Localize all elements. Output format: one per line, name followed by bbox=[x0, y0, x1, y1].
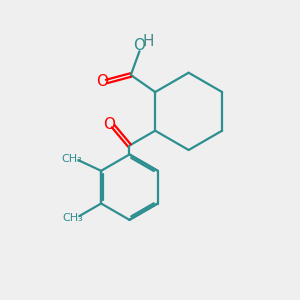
Text: O: O bbox=[134, 38, 146, 53]
Text: CH₃: CH₃ bbox=[62, 213, 83, 223]
Text: O: O bbox=[103, 117, 115, 132]
Text: O: O bbox=[97, 74, 109, 89]
Text: CH₃: CH₃ bbox=[61, 154, 82, 164]
Text: H: H bbox=[142, 34, 154, 49]
